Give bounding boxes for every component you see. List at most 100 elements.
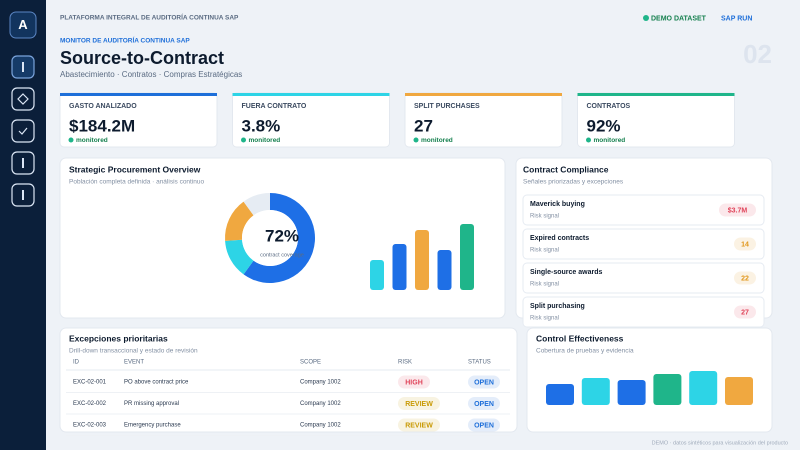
panel-title: Control Effectiveness — [536, 333, 624, 343]
panel-title: Excepciones prioritarias — [69, 333, 168, 343]
kpi-label: GASTO ANALIZADO — [69, 103, 137, 110]
kpi-status-dot — [586, 137, 591, 143]
item-name: Single-source awards — [530, 269, 602, 276]
logo-box[interactable] — [9, 11, 37, 39]
table-cell: Company 1002 — [300, 380, 341, 386]
status-dot — [643, 15, 649, 21]
kpi-status-dot — [68, 137, 74, 143]
run-label[interactable]: SAP RUN — [721, 15, 752, 22]
badge: OPEN — [474, 422, 494, 429]
badge: 27 — [741, 309, 749, 316]
kpi-status: monitored — [421, 137, 453, 144]
badge: 14 — [741, 241, 749, 248]
page-title: Source-to-Contract — [60, 48, 224, 68]
kpi-value: 27 — [414, 116, 433, 135]
kpi-label: FUERA CONTRATO — [242, 103, 307, 110]
logo: A — [18, 17, 28, 32]
table-cell: Emergency purchase — [124, 423, 181, 429]
nav-icon[interactable] — [11, 119, 35, 143]
kpi-value: $184.2M — [69, 116, 135, 135]
panel-title: Strategic Procurement Overview — [69, 164, 201, 174]
exceptions-panel — [59, 327, 518, 433]
badge-bg — [468, 375, 500, 389]
panel-title: Contract Compliance — [523, 164, 609, 174]
bar — [415, 230, 429, 290]
item-detail: Risk signal — [530, 248, 559, 254]
table-cell: EXC-02-001 — [73, 380, 107, 386]
kpi-status: monitored — [594, 137, 626, 144]
badge: $3.7M — [728, 207, 748, 214]
kpi-status-dot — [241, 137, 246, 143]
table-cell: EXC-02-002 — [73, 401, 107, 407]
badge-bg — [734, 305, 756, 319]
bar — [725, 377, 753, 405]
kpi-accent — [232, 93, 390, 96]
table-cell: EXC-02-003 — [73, 423, 107, 429]
table-header: SCOPE — [300, 360, 321, 366]
bar — [653, 374, 682, 405]
badge-bg — [398, 418, 440, 432]
badge-bg — [734, 271, 756, 285]
compliance-item[interactable] — [522, 262, 765, 294]
table-cell: PO above contract price — [124, 380, 189, 386]
badge-bg — [468, 397, 500, 410]
item-detail: Risk signal — [530, 316, 559, 322]
panel-subtitle: Drill-down transaccional y estado de rev… — [69, 348, 198, 355]
donut-segment — [225, 239, 254, 275]
panel-subtitle: Población completa definida · análisis c… — [69, 179, 205, 186]
kpi-value: 92% — [587, 116, 621, 135]
eyebrow: MONITOR DE AUDITORÍA CONTINUA SAP — [60, 36, 190, 45]
nav-glyph — [18, 127, 28, 135]
status-label[interactable]: DEMO DATASET — [651, 15, 707, 22]
nav-icon[interactable] — [11, 87, 35, 111]
compliance-item[interactable] — [522, 228, 765, 260]
page-subtitle: Abastecimiento · Contratos · Compras Est… — [60, 70, 242, 79]
badge-bg — [398, 397, 440, 410]
kpi-accent — [405, 93, 562, 96]
donut-segment — [243, 193, 270, 216]
kpi-label: CONTRATOS — [587, 103, 631, 110]
item-detail: Risk signal — [530, 214, 559, 220]
control-panel — [526, 327, 773, 433]
bar — [392, 244, 407, 290]
nav-glyph — [17, 93, 29, 105]
nav-icon[interactable] — [11, 151, 35, 175]
platform-label: PLATAFORMA INTEGRAL DE AUDITORÍA CONTINU… — [60, 13, 239, 22]
badge: HIGH — [405, 379, 423, 386]
nav-icon[interactable] — [11, 183, 35, 207]
table-header: RISK — [398, 360, 412, 366]
donut-segment — [243, 193, 315, 283]
badge: REVIEW — [405, 401, 433, 408]
panel-subtitle: Señales priorizadas y excepciones — [523, 179, 624, 186]
item-detail: Risk signal — [530, 282, 559, 288]
kpi-status: monitored — [76, 137, 108, 144]
panel-subtitle: Cobertura de pruebas y evidencia — [536, 348, 634, 355]
table-header: EVENT — [124, 360, 144, 366]
table-header: ID — [73, 360, 80, 366]
footer-note: DEMO · datos sintéticos para visualizaci… — [652, 440, 788, 446]
donut-center-label: contract coverage — [260, 252, 304, 258]
badge: REVIEW — [405, 422, 433, 429]
badge: OPEN — [474, 401, 494, 408]
badge-bg — [719, 203, 756, 217]
bar — [546, 384, 574, 405]
item-name: Expired contracts — [530, 235, 589, 242]
kpi-accent — [577, 93, 735, 96]
item-name: Maverick buying — [530, 201, 585, 208]
compliance-item[interactable] — [522, 194, 765, 226]
badge-bg — [398, 375, 430, 389]
kpi-accent — [60, 93, 217, 96]
bar — [370, 260, 384, 290]
bar — [581, 378, 610, 405]
donut-segment — [224, 201, 254, 241]
table-header: STATUS — [468, 360, 491, 366]
badge: OPEN — [474, 379, 494, 386]
bar — [617, 380, 646, 405]
bar — [437, 250, 452, 290]
kpi-value: 3.8% — [242, 116, 281, 135]
compliance-item[interactable] — [522, 296, 765, 328]
badge-bg — [468, 418, 500, 432]
table-cell: Company 1002 — [300, 401, 341, 407]
donut-center-value: 72% — [265, 226, 299, 245]
